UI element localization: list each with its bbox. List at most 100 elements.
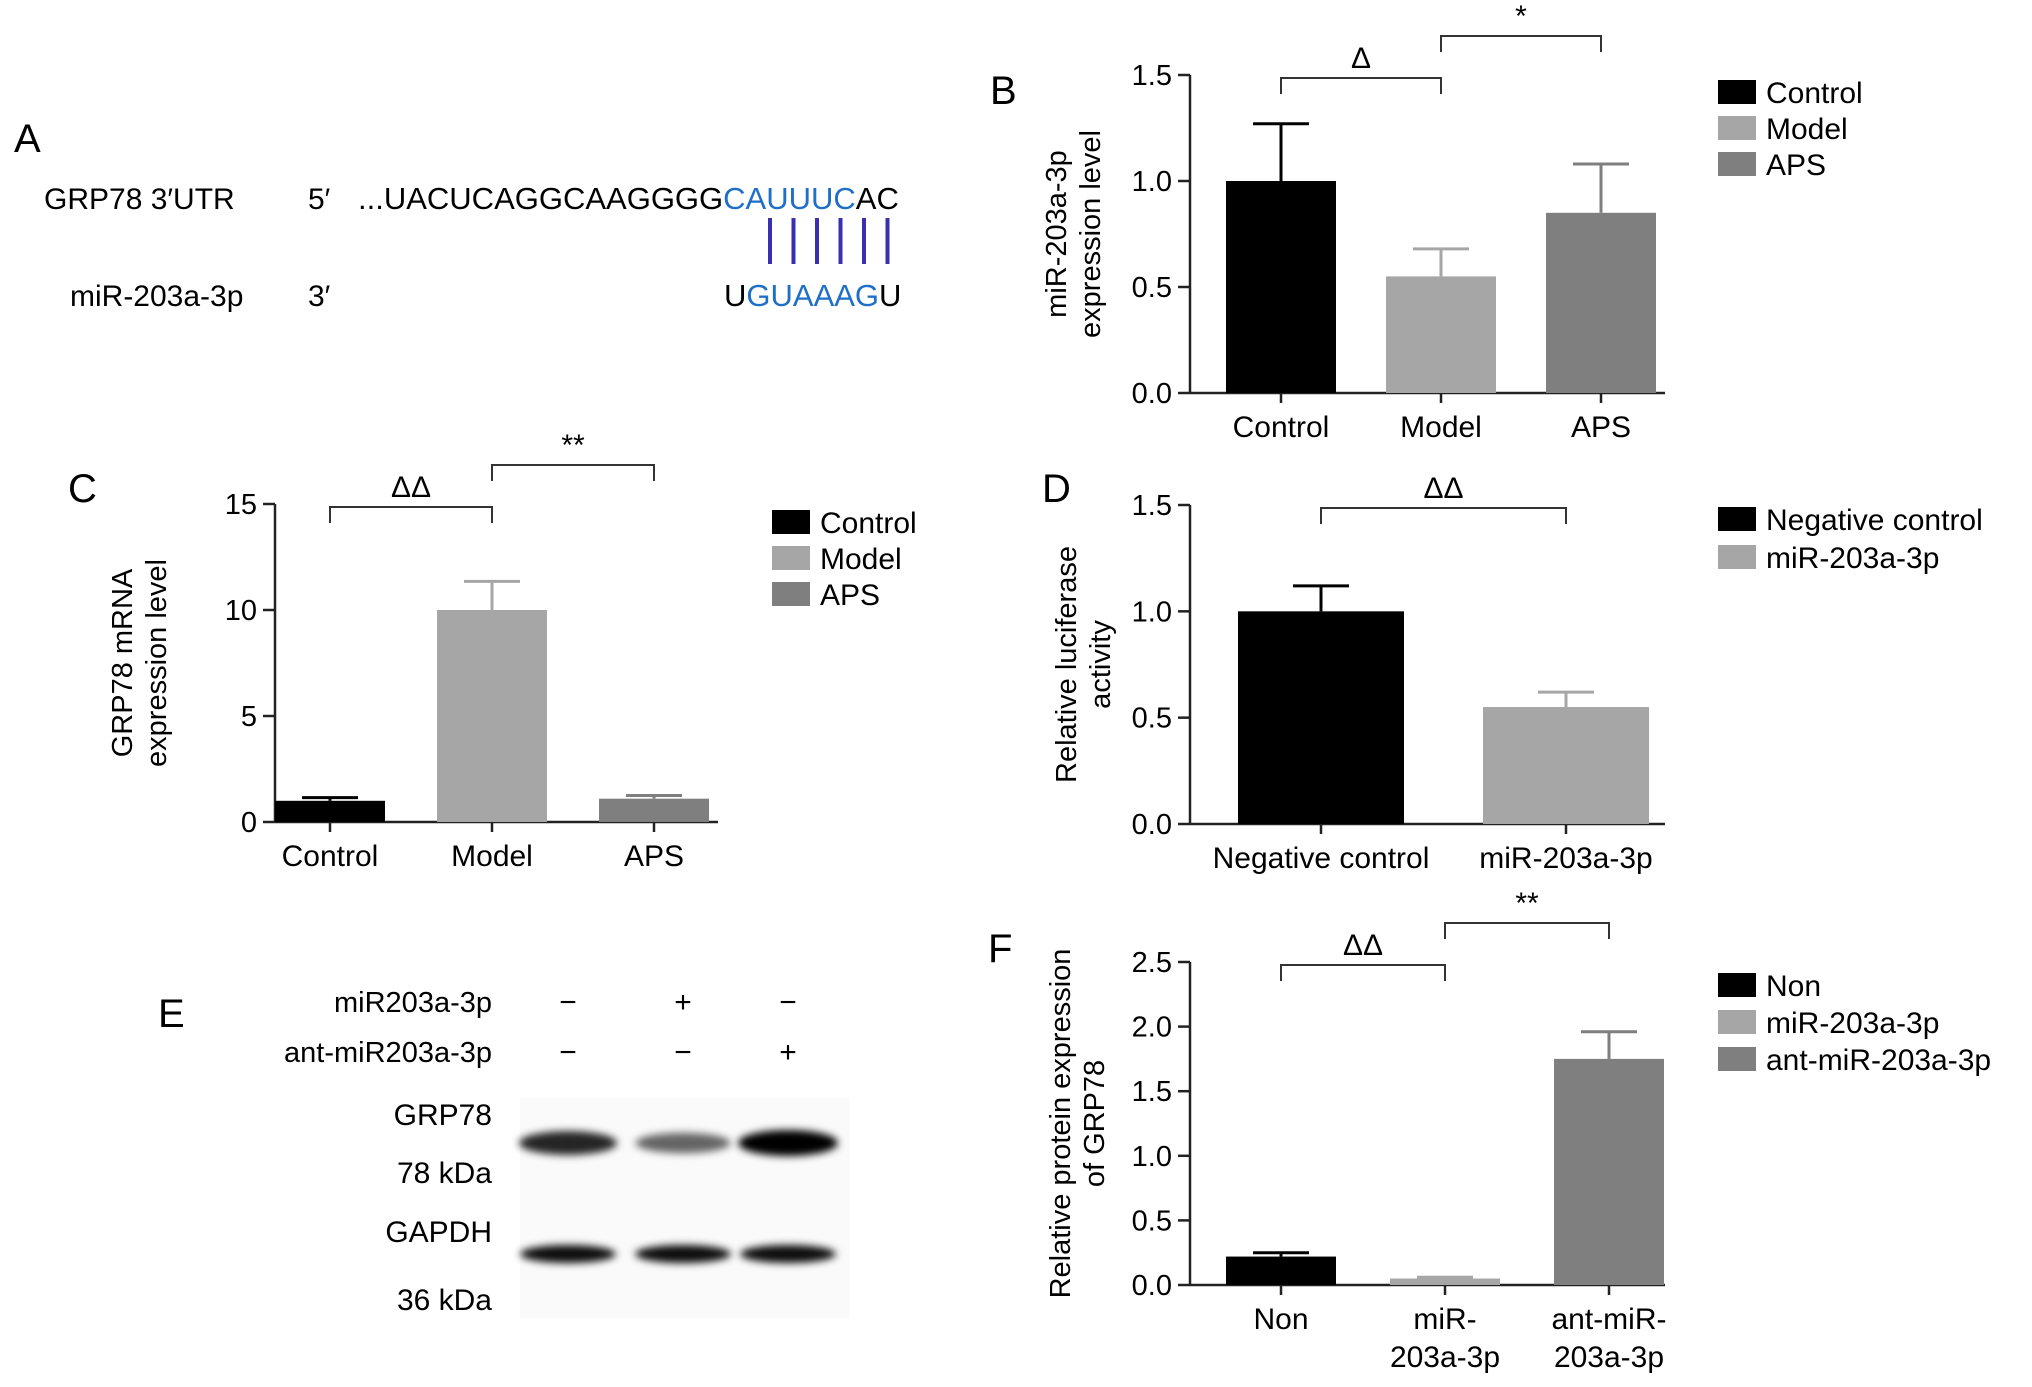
x-tick-label: 203a-3p: [1390, 1341, 1500, 1374]
significance-bracket: [491, 464, 655, 481]
mirna-seq-post: U: [879, 278, 901, 313]
y-tick-label: 0.5: [1132, 703, 1172, 735]
grp78-seq-post: AC: [856, 181, 899, 216]
legend-swatch: [772, 546, 810, 570]
legend-label: Model: [820, 543, 902, 576]
blot-row-label-antimir: ant-miR203a-3p: [284, 1037, 492, 1069]
y-axis-label-line: miR-203a-3p: [1041, 150, 1073, 318]
chart-b: 0.0 0.5 1.0 1.5 miR-203a-3pexpression level C…: [1041, 0, 1863, 444]
bar: [1554, 1058, 1664, 1285]
legend-swatch: [772, 510, 810, 534]
grp78-band: [738, 1130, 838, 1156]
significance-label: ΔΔ: [1343, 929, 1383, 962]
panel-d-letter: D: [1042, 467, 1071, 511]
grp78-kda-label: 78 kDa: [397, 1157, 492, 1190]
bar: [275, 800, 385, 822]
y-axis-label-line: activity: [1085, 620, 1117, 709]
x-tick-label: Non: [1253, 1303, 1308, 1336]
significance-label: **: [561, 429, 585, 462]
y-tick-label: 1.5: [1132, 1076, 1172, 1108]
significance-bracket: [1280, 77, 1442, 94]
x-tick-label: Model: [451, 840, 533, 873]
y-tick-label: 2.0: [1132, 1012, 1172, 1044]
y-tick-label: 0.0: [1132, 809, 1172, 841]
legend-swatch: [1718, 507, 1756, 531]
legend-swatch: [1718, 116, 1756, 140]
y-tick-label: 10: [225, 595, 257, 627]
y-tick-label: 5: [241, 701, 257, 733]
blot-sign: −: [559, 1036, 577, 1069]
significance-label: Δ: [1351, 42, 1371, 75]
x-tick-label: Control: [282, 840, 379, 873]
y-tick-label: 0.0: [1132, 378, 1172, 410]
blot-sign: +: [779, 1036, 797, 1069]
grp78-utr-label: GRP78 3′UTR: [44, 183, 235, 216]
blot-sign: −: [674, 1036, 692, 1069]
panel-a: A GRP78 3′UTR 5′ ...UACUCAGGCAAGGGGCAUUU…: [14, 117, 901, 313]
panel-e: E miR203a-3p ant-miR203a-3p − + − − − + …: [158, 986, 850, 1318]
x-tick-label: miR-: [1413, 1303, 1476, 1336]
significance-bracket: [329, 506, 493, 523]
x-tick-label: APS: [624, 840, 684, 873]
significance-bracket: [1440, 35, 1602, 52]
mirna-seq-pre: U: [724, 278, 746, 313]
legend-label: Model: [1766, 113, 1848, 146]
bar: [1390, 1278, 1500, 1285]
blot-sign: +: [674, 986, 692, 1019]
legend-label: Control: [820, 507, 917, 540]
legend-label: APS: [820, 579, 880, 612]
gapdh-band: [520, 1245, 616, 1263]
gapdh-band: [740, 1245, 836, 1263]
grp78-protein-label: GRP78: [394, 1099, 492, 1132]
y-axis-label-line: Relative luciferase: [1051, 546, 1083, 783]
legend-swatch: [1718, 152, 1756, 176]
panel-b-letter: B: [990, 69, 1017, 113]
bar: [1226, 1256, 1336, 1285]
legend-label: Non: [1766, 970, 1821, 1003]
legend-swatch: [1718, 545, 1756, 569]
y-tick-label: 1.0: [1132, 596, 1172, 628]
grp78-band: [518, 1131, 618, 1155]
significance-label: ΔΔ: [1423, 472, 1463, 505]
grp78-band: [635, 1132, 731, 1154]
gapdh-protein-label: GAPDH: [385, 1216, 492, 1249]
legend-label: miR-203a-3p: [1766, 1007, 1939, 1040]
panel-c-letter: C: [68, 467, 97, 511]
y-axis-label: GRP78 mRNAexpression level: [107, 559, 173, 767]
blot-sign: −: [559, 986, 577, 1019]
y-tick-label: 1.0: [1132, 1141, 1172, 1173]
panel-e-letter: E: [158, 992, 185, 1036]
bar: [1386, 276, 1496, 393]
y-tick-label: 0.5: [1132, 272, 1172, 304]
legend-swatch: [1718, 1047, 1756, 1071]
y-axis-label: Relative luciferaseactivity: [1051, 546, 1117, 783]
significance-bracket: [1280, 964, 1446, 981]
chart-f: 0.0 0.5 1.0 1.5 2.0 2.5 Relative protein expre…: [1045, 887, 1991, 1374]
bar: [437, 610, 547, 822]
significance-label: *: [1515, 0, 1527, 33]
x-tick-label: Negative control: [1213, 842, 1430, 875]
x-tick-label: 203a-3p: [1554, 1341, 1664, 1374]
significance-bracket: [1444, 922, 1610, 939]
grp78-seq-seed: CAUUUC: [723, 181, 856, 216]
mirna-end: 3′: [308, 280, 331, 313]
y-tick-label: 1.5: [1132, 490, 1172, 522]
y-tick-label: 0.0: [1132, 1270, 1172, 1302]
significance-label: ΔΔ: [391, 471, 431, 504]
panel-letters: B C D F: [68, 69, 1071, 971]
mirna-seq-seed: GUAAAG: [746, 278, 879, 313]
significance-bracket: [1320, 507, 1567, 524]
legend-swatch: [772, 582, 810, 606]
y-axis-label-line: expression level: [1075, 130, 1107, 338]
grp78-utr-end: 5′: [308, 183, 331, 216]
y-axis-label-line: GRP78 mRNA: [107, 568, 139, 757]
bar: [1483, 707, 1649, 824]
blot-sign: −: [779, 986, 797, 1019]
blot-row-label-mir: miR203a-3p: [334, 987, 492, 1019]
y-tick-label: 1.0: [1132, 166, 1172, 198]
bar: [1238, 611, 1404, 824]
bar: [1226, 181, 1336, 393]
legend-swatch: [1718, 80, 1756, 104]
gapdh-kda-label: 36 kDa: [397, 1284, 492, 1317]
